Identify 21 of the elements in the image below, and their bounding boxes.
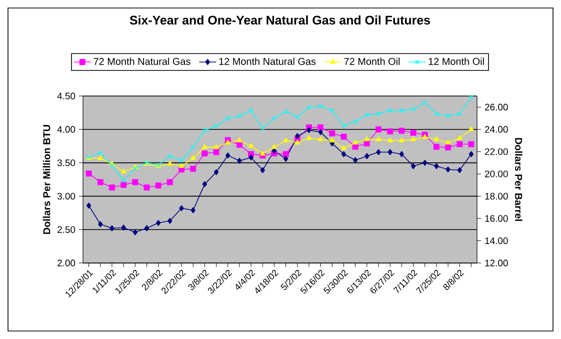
y-tick-label: 4.00	[57, 126, 76, 133]
y2-tick-label: 26.00	[485, 104, 508, 110]
chart-title: Six-Year and One-Year Natural Gas and Oil Futures	[130, 15, 430, 25]
y-tick-label: 3.00	[57, 192, 76, 200]
legend-label: 12 Month Natural Gas	[219, 58, 316, 65]
y2-axis-title: Dollars Per Barrel	[515, 138, 522, 221]
y-tick-label: 3.50	[57, 159, 76, 166]
y2-tick-label: 18.00	[485, 192, 508, 200]
y2-tick-label: 20.00	[485, 170, 508, 178]
legend-label: 72 Month Natural Gas	[94, 58, 190, 65]
y-tick-label: 4.50	[57, 92, 76, 100]
legend-label: 12 Month Oil	[428, 58, 484, 65]
y-tick-label: 2.00	[58, 260, 76, 266]
y2-tick-label: 12.00	[485, 260, 508, 266]
y2-tick-label: 14.00	[485, 237, 508, 244]
legend-label: 72 Month Oil	[344, 58, 400, 65]
y2-tick-label: 24.00	[485, 126, 508, 133]
y-tick-label: 2.50	[58, 226, 76, 233]
y2-tick-label: 16.00	[485, 215, 508, 222]
y-axis-title: Dollars Per Million BTU	[42, 125, 50, 234]
y2-tick-label: 22.00	[485, 148, 508, 156]
